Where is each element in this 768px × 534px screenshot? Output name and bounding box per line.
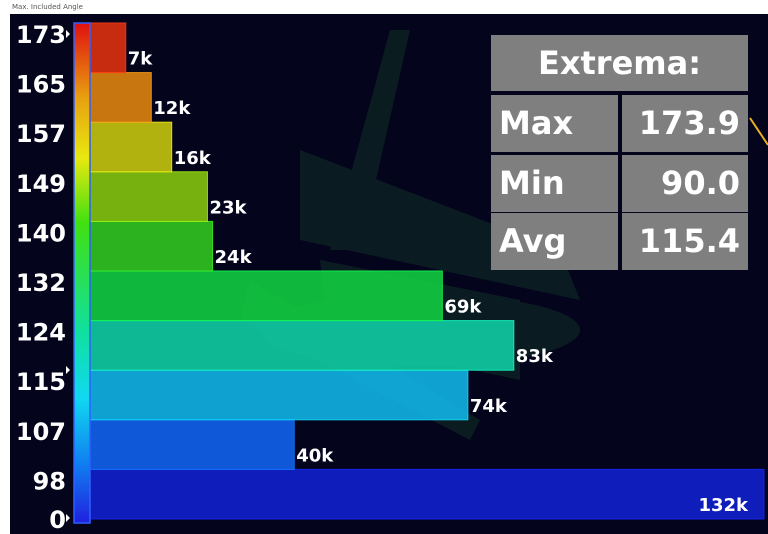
bar-count-label: 74k bbox=[470, 396, 508, 417]
histogram-bar bbox=[89, 270, 443, 322]
window-title: Max. Included Angle bbox=[12, 3, 83, 11]
bar-count-label: 40k bbox=[296, 445, 334, 466]
bar-count-label: 83k bbox=[516, 346, 554, 367]
y-tick-label: 107 bbox=[16, 418, 66, 446]
extrema-row-avg: Avg 115.4 bbox=[491, 213, 748, 270]
pointer-line bbox=[749, 117, 768, 146]
extrema-row-min: Min 90.0 bbox=[491, 155, 748, 212]
bar-labels-group: 132k 40k 74k 83k 69k 24k 23k 16k 12k 7k bbox=[128, 49, 749, 516]
extrema-title: Extrema: bbox=[491, 35, 748, 91]
histogram-bar bbox=[89, 419, 295, 470]
histogram-bar bbox=[89, 220, 214, 272]
y-tick-label: 165 bbox=[16, 71, 66, 99]
legend-marker-bottom bbox=[66, 514, 70, 522]
legend-marker-mid bbox=[66, 366, 70, 374]
y-tick-label: 140 bbox=[16, 219, 66, 247]
histogram-bar bbox=[89, 320, 515, 371]
y-tick-label: 0 bbox=[49, 506, 66, 534]
histogram-bar bbox=[89, 121, 173, 173]
y-tick-label: 173 bbox=[16, 21, 66, 49]
histogram-bar bbox=[89, 171, 208, 222]
extrema-avg-label: Avg bbox=[491, 213, 618, 270]
bar-count-label: 24k bbox=[215, 247, 253, 268]
bar-count-label: 69k bbox=[444, 297, 482, 318]
bar-count-label: 132k bbox=[698, 495, 749, 516]
y-tick-label: 149 bbox=[16, 170, 66, 198]
bar-count-label: 12k bbox=[153, 98, 191, 119]
histogram-bar bbox=[89, 369, 469, 421]
histogram-bar bbox=[89, 22, 127, 74]
bar-count-label: 16k bbox=[174, 148, 212, 169]
bar-count-label: 7k bbox=[128, 49, 154, 70]
bar-count-label: 23k bbox=[209, 197, 247, 218]
y-tick-label: 124 bbox=[16, 319, 66, 347]
extrema-max-value: 173.9 bbox=[622, 95, 748, 152]
y-tick-label: 98 bbox=[33, 467, 66, 495]
histogram-bar bbox=[89, 72, 152, 123]
legend-marker-top bbox=[66, 30, 70, 38]
extrema-min-value: 90.0 bbox=[622, 155, 748, 212]
color-legend-bar bbox=[73, 22, 91, 524]
histogram-bar bbox=[89, 468, 765, 520]
y-tick-labels: 173 165 157 149 140 132 124 115 107 98 0 bbox=[16, 21, 66, 534]
y-tick-label: 115 bbox=[16, 368, 66, 396]
y-tick-label: 132 bbox=[16, 269, 66, 297]
extrema-max-label: Max bbox=[491, 95, 618, 152]
extrema-min-label: Min bbox=[491, 155, 618, 212]
y-tick-label: 157 bbox=[16, 120, 66, 148]
extrema-row-max: Max 173.9 bbox=[491, 95, 748, 152]
extrema-avg-value: 115.4 bbox=[622, 213, 748, 270]
extrema-panel: Extrema: Max 173.9 Min 90.0 Avg 115.4 bbox=[491, 35, 748, 270]
